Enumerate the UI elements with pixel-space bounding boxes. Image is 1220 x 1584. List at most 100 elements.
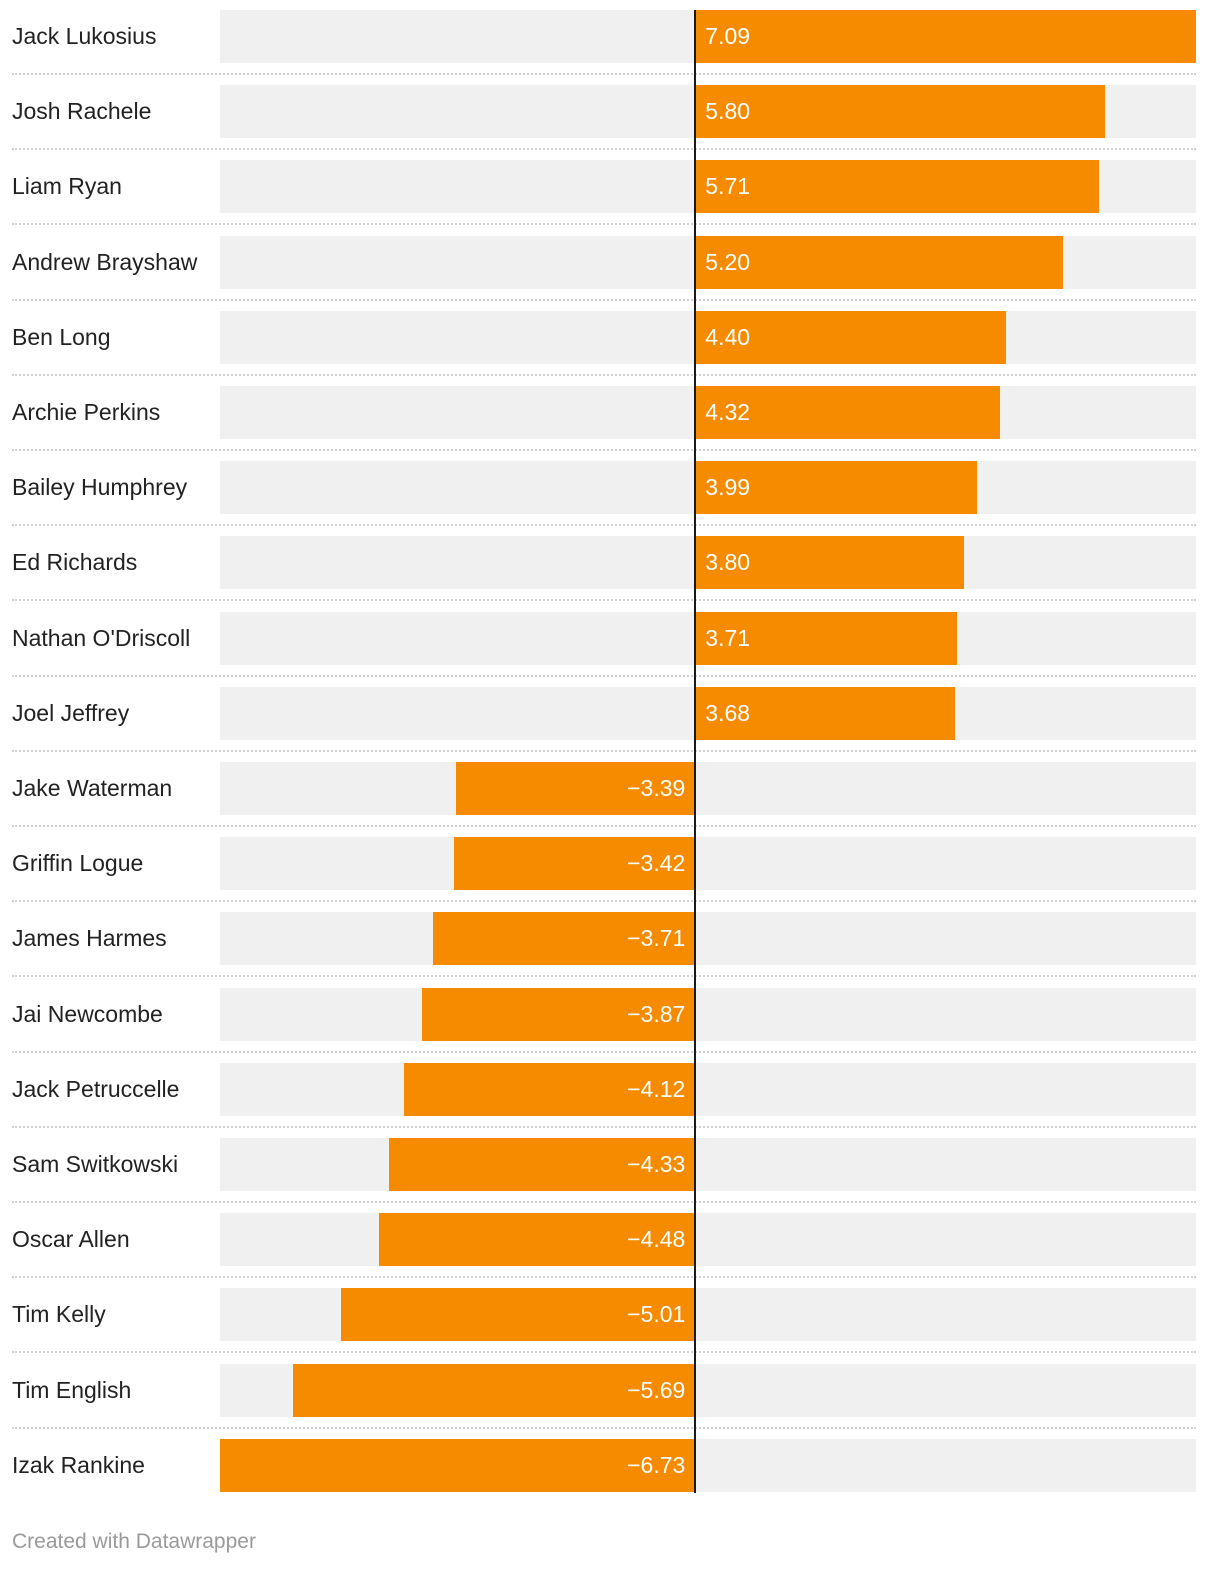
bar [293, 1363, 696, 1417]
row-separator [12, 975, 1196, 978]
bar [341, 1288, 696, 1342]
category-label: Sam Switkowski [12, 1151, 179, 1177]
row-separator [12, 223, 1196, 226]
bar-track [220, 987, 1196, 1041]
row-separator [12, 1351, 1196, 1354]
bar-row: Tim English −5.69 [0, 1363, 1220, 1439]
bar-row: Archie Perkins 4.32 [0, 386, 1220, 461]
bar-row: Tim Kelly −5.01 [0, 1288, 1220, 1363]
row-separator [12, 599, 1196, 602]
row-separator [12, 674, 1196, 677]
category-label: Joel Jeffrey [12, 699, 130, 726]
bar-row: Liam Ryan 5.71 [0, 160, 1220, 235]
value-label: 4.32 [705, 399, 751, 425]
value-label: 3.68 [705, 699, 751, 726]
category-label: Ben Long [12, 323, 111, 350]
value-label: −5.69 [627, 1376, 686, 1403]
bar-row: Griffin Logue −3.42 [0, 837, 1220, 912]
bar-row: Sam Switkowski −4.33 [0, 1138, 1220, 1213]
row-separator [12, 373, 1196, 376]
bar [389, 1138, 696, 1191]
row-separator [12, 749, 1196, 752]
row-separator [12, 73, 1196, 75]
bar-row: Josh Rachele 5.80 [0, 85, 1220, 160]
category-label: Ed Richards [12, 549, 138, 576]
value-label: 3.71 [705, 624, 751, 651]
value-label: 4.40 [705, 323, 751, 350]
bar-row: Izak Rankine −6.73 [0, 1438, 1220, 1514]
category-label: Liam Ryan [12, 173, 122, 200]
bar-track [220, 1138, 1196, 1191]
value-label: 7.09 [705, 23, 751, 49]
bar-track [220, 837, 1196, 891]
row-separator [12, 449, 1196, 451]
bar-row: Jai Newcombe −3.87 [0, 987, 1220, 1063]
row-separator [12, 825, 1196, 827]
category-label: Izak Rankine [12, 1451, 145, 1478]
category-label: Oscar Allen [12, 1226, 130, 1253]
bar-chart: Jack Lukosius 7.09 Josh Rachele 5.80 Liam Ry… [0, 10, 1220, 1493]
row-separator [12, 148, 1196, 151]
bar-row: Nathan O'Driscoll 3.71 [0, 611, 1220, 687]
bar-row: Jack Lukosius 7.09 [0, 10, 1220, 85]
bar [695, 536, 964, 590]
category-label: Archie Perkins [12, 399, 161, 425]
row-separator [12, 1426, 1196, 1429]
bar [453, 837, 696, 891]
value-label: 3.99 [705, 474, 751, 501]
category-label: Tim English [12, 1376, 132, 1403]
bar-track [220, 912, 1196, 966]
bar-row: Oscar Allen −4.48 [0, 1213, 1220, 1288]
bar-track [220, 762, 1196, 815]
category-label: Jack Petruccelle [12, 1075, 180, 1102]
bar [455, 762, 696, 815]
value-label: −4.33 [627, 1151, 686, 1177]
value-label: 5.71 [705, 173, 751, 200]
bar [695, 10, 1196, 63]
bar [421, 987, 696, 1041]
row-separator [12, 900, 1196, 903]
bar [695, 386, 1001, 439]
bar-track [220, 1213, 1196, 1267]
bar-row: Ben Long 4.40 [0, 310, 1220, 386]
value-label: 3.80 [705, 549, 751, 576]
zero-axis-line [694, 10, 697, 1493]
category-label: Tim Kelly [12, 1301, 106, 1328]
category-label: Jake Waterman [12, 775, 173, 801]
bar-track [220, 1062, 1196, 1116]
bar [433, 912, 696, 966]
category-label: Josh Rachele [12, 98, 152, 125]
bar [220, 1438, 696, 1492]
bar [695, 461, 978, 515]
bar [695, 310, 1007, 364]
bar [695, 686, 956, 740]
value-label: 5.20 [705, 248, 751, 275]
bar-row: Bailey Humphrey 3.99 [0, 461, 1220, 536]
value-label: −5.01 [627, 1301, 686, 1328]
value-label: −4.48 [627, 1226, 686, 1253]
credit-footer: Created with Datawrapper [12, 1530, 256, 1553]
bar [695, 85, 1105, 139]
value-label: −3.42 [627, 850, 686, 877]
row-separator [12, 1125, 1196, 1128]
bar-row: Jake Waterman −3.39 [0, 762, 1220, 837]
value-label: −3.71 [627, 925, 686, 952]
value-label: −3.87 [627, 1000, 686, 1027]
bar [404, 1062, 696, 1116]
bar-row: Andrew Brayshaw 5.20 [0, 235, 1220, 311]
bar [695, 160, 1099, 214]
category-label: James Harmes [12, 925, 167, 952]
category-label: Andrew Brayshaw [12, 248, 198, 275]
value-label: −6.73 [627, 1451, 686, 1478]
bar [378, 1213, 696, 1267]
row-separator [12, 298, 1196, 301]
value-label: −3.39 [627, 775, 686, 801]
category-label: Jai Newcombe [12, 1000, 163, 1027]
bar-row: Jack Petruccelle −4.12 [0, 1062, 1220, 1138]
bar-row: James Harmes −3.71 [0, 912, 1220, 987]
row-separator [12, 1050, 1196, 1053]
category-label: Bailey Humphrey [12, 474, 188, 501]
row-separator [12, 1276, 1196, 1279]
value-label: −4.12 [627, 1075, 686, 1102]
bar-row: Joel Jeffrey 3.68 [0, 686, 1220, 762]
